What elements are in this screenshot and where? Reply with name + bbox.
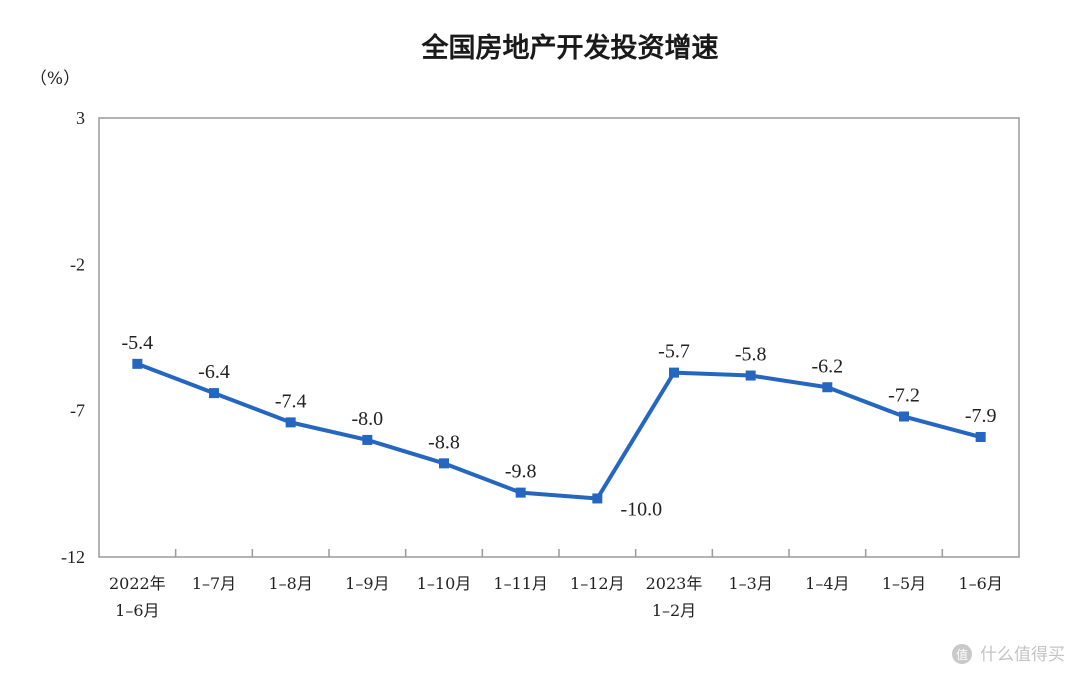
y-tick-label: -2 xyxy=(70,254,85,274)
data-point-marker xyxy=(515,487,526,498)
x-tick-label: 2022年 xyxy=(109,574,166,593)
data-label: -5.7 xyxy=(658,341,690,363)
plot-frame xyxy=(98,117,1020,558)
data-point-marker xyxy=(745,370,756,381)
data-label: -5.8 xyxy=(735,344,767,366)
x-tick-label: 1–2月 xyxy=(652,601,696,620)
data-point-marker xyxy=(975,432,986,443)
x-tick-label: 1–12月 xyxy=(570,574,625,593)
y-tick-label: 3 xyxy=(76,108,85,128)
data-label: -6.4 xyxy=(198,361,230,383)
unit-label: （%） xyxy=(30,69,80,89)
data-point-marker xyxy=(132,358,143,369)
data-point-marker xyxy=(362,434,373,445)
x-tick-label: 1–11月 xyxy=(493,574,548,593)
data-labels: -5.4 -6.4 -7.4 -8.0 -8.8 -9.8 -10.0 -5.7 -5.8 -6.… xyxy=(121,332,996,521)
data-label: -9.8 xyxy=(505,461,537,483)
y-tick-label: -7 xyxy=(70,401,85,421)
x-tick-label: 1–7月 xyxy=(192,574,236,593)
data-point-marker xyxy=(285,417,296,428)
data-point-marker xyxy=(669,367,679,378)
y-tick-label: -12 xyxy=(61,547,85,567)
x-tick-label: 1–4月 xyxy=(805,574,849,593)
data-point-marker xyxy=(209,388,219,399)
zhi-logo-icon xyxy=(952,644,972,664)
data-point-marker xyxy=(439,458,449,469)
data-point-marker xyxy=(592,493,603,504)
y-axis: 3 -2 -7 -12 xyxy=(61,108,85,567)
data-label: -8.8 xyxy=(428,431,460,453)
data-label: -5.4 xyxy=(121,332,153,354)
watermark: 值 什么值得买 xyxy=(952,644,1065,665)
data-point-marker xyxy=(822,382,833,393)
x-tick-label: 1–6月 xyxy=(115,601,159,620)
series-line-group xyxy=(132,358,986,504)
x-tick-label: 1–5月 xyxy=(882,574,926,593)
x-tick-label: 2023年 xyxy=(646,574,703,593)
data-label: -7.2 xyxy=(888,385,920,407)
x-tick-label: 1–8月 xyxy=(268,574,312,593)
x-tick-label: 1–10月 xyxy=(417,574,472,593)
x-tick-label: 1–6月 xyxy=(958,574,1002,593)
data-label: -7.9 xyxy=(965,405,997,427)
data-point-marker xyxy=(899,411,909,422)
data-label: -7.4 xyxy=(275,390,307,412)
series-line xyxy=(136,361,982,501)
chart-title: 全国房地产开发投资增速 xyxy=(421,32,719,64)
zhi-logo-glyph: 值 xyxy=(956,647,968,662)
data-label: -6.2 xyxy=(811,355,843,377)
x-tick-label: 1–3月 xyxy=(728,574,772,593)
data-label: -10.0 xyxy=(620,498,662,520)
data-label: -8.0 xyxy=(351,408,383,430)
watermark-text: 什么值得买 xyxy=(980,645,1065,665)
x-axis: 2022年 1–6月 1–7月 1–8月 1–9月 1–10月 1–11月 1–12月 2023… xyxy=(109,549,1003,620)
x-tick-label: 1–9月 xyxy=(345,574,389,593)
